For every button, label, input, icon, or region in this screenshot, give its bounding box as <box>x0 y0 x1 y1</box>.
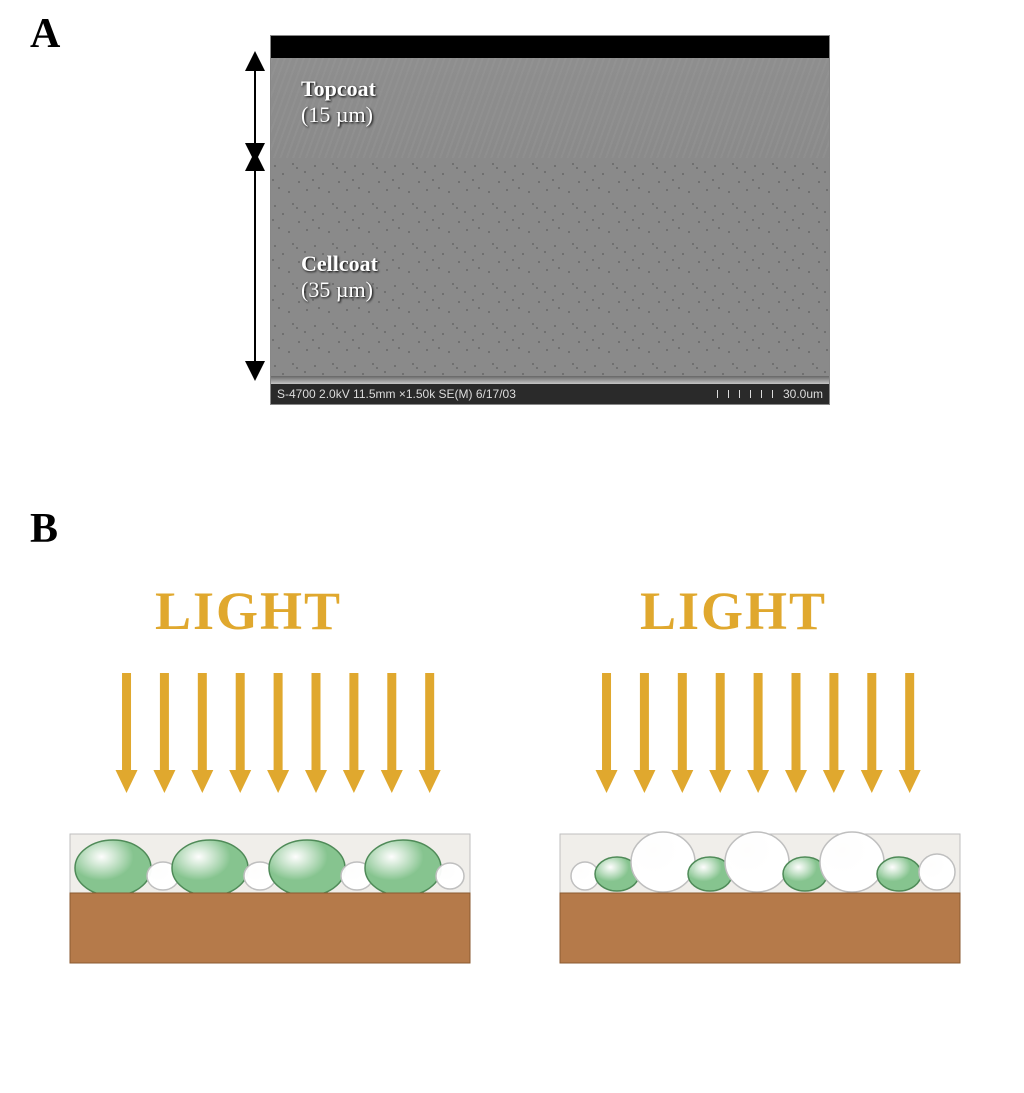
topcoat-name: Topcoat <box>301 76 376 101</box>
light-label-right: LIGHT <box>640 580 827 642</box>
topcoat-thickness: (15 µm) <box>301 102 373 127</box>
cellcoat-annotation: Cellcoat (35 µm) <box>301 251 378 304</box>
diagram-left <box>65 810 475 980</box>
sem-info-bar: S-4700 2.0kV 11.5mm ×1.50k SE(M) 6/17/03… <box>271 384 829 404</box>
sem-info-left: S-4700 2.0kV 11.5mm ×1.50k SE(M) 6/17/03 <box>277 387 516 401</box>
panel-b-label: B <box>30 505 58 553</box>
light-arrows-right <box>580 665 940 795</box>
diagram-right <box>555 810 965 980</box>
topcoat-annotation: Topcoat (15 µm) <box>301 76 376 129</box>
cellcoat-thickness: (35 µm) <box>301 277 373 302</box>
sem-top-edge <box>271 36 829 58</box>
cellcoat-name: Cellcoat <box>301 251 378 276</box>
light-arrows-left <box>100 665 460 795</box>
sem-scale-text: 30.0um <box>783 387 823 401</box>
sem-scale-ticks: 30.0um <box>717 387 823 401</box>
sem-micrograph: Topcoat (15 µm) Cellcoat (35 µm) S-4700 … <box>270 35 830 405</box>
panel-a-label: A <box>30 10 60 58</box>
dimension-arrows <box>230 35 270 405</box>
sem-image-area: Topcoat (15 µm) Cellcoat (35 µm) S-4700 … <box>270 35 830 405</box>
light-label-left: LIGHT <box>155 580 342 642</box>
